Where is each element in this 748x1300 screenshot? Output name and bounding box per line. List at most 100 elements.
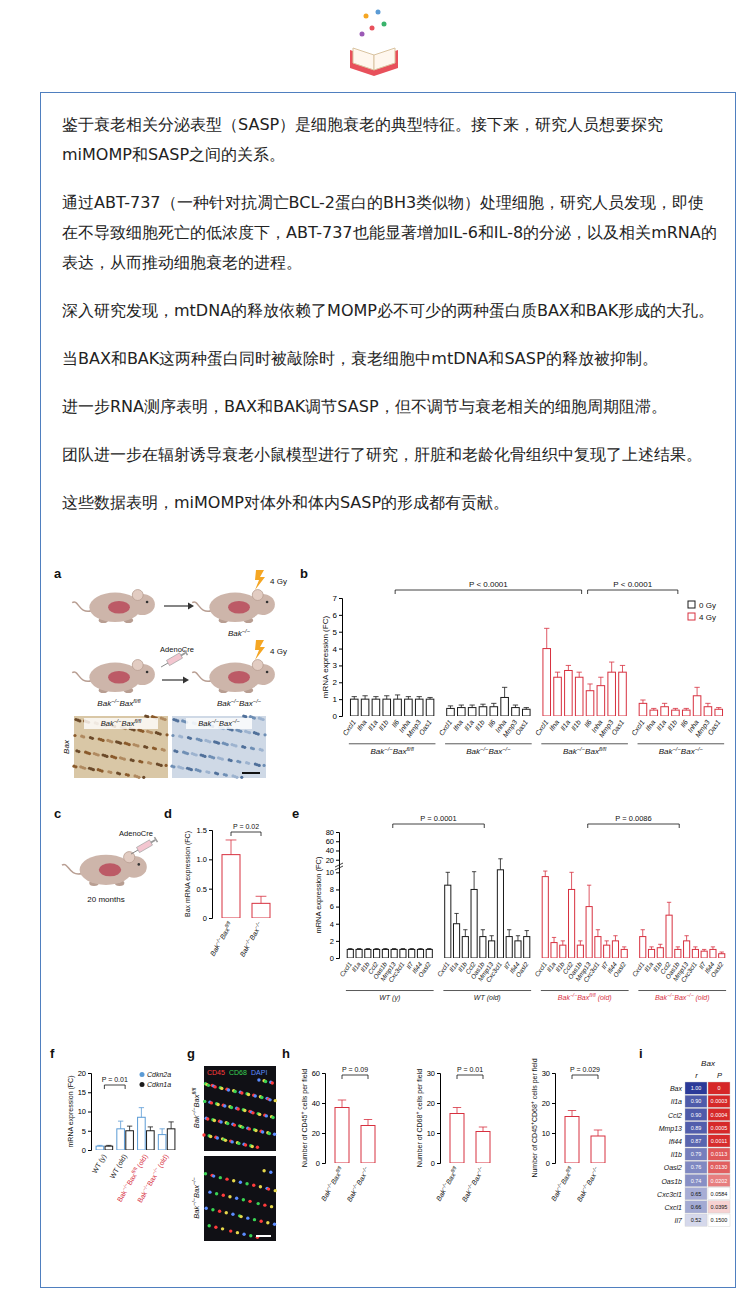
p-value: P = 0.01 (457, 1066, 483, 1073)
tick-label: 40 (312, 1099, 320, 1108)
circle-element (360, 32, 365, 37)
text-part: Oasl2 (514, 960, 530, 978)
texture-dot (254, 1129, 257, 1132)
text-part: 20 months (87, 895, 124, 904)
texture-dot (251, 1145, 254, 1148)
heat-cell (685, 1161, 707, 1173)
category-label: WT (old) (109, 1153, 129, 1180)
bar (554, 677, 562, 716)
bar (586, 691, 594, 716)
text-part: Bax (219, 926, 231, 940)
bar (586, 907, 592, 958)
heat-cell (708, 1148, 730, 1160)
texture-dot (253, 716, 256, 719)
tick-mark (322, 1103, 325, 1104)
texture-dot (265, 1114, 268, 1117)
panel-g: gBak−/−Baxfl/flBak−/−Bax−/−CD45CD68DAPI (187, 1046, 277, 1241)
texture-dot (235, 1197, 238, 1200)
tick-label: 4 (333, 645, 338, 654)
text-part: Cdkn2a (147, 1071, 171, 1078)
axis-title: Number of CD45+ cells per field (299, 1069, 309, 1167)
texture-dot (228, 1195, 231, 1198)
axis-line (552, 1074, 556, 1164)
text-part: Il1b (666, 718, 678, 731)
heat-cell (708, 1174, 730, 1186)
texture-dot (119, 742, 122, 745)
cell-label: 0.0005 (711, 1125, 728, 1131)
bar (577, 945, 583, 958)
bar (666, 915, 672, 958)
text-part: Il1b (671, 1151, 682, 1158)
text-part: 0.0005 (711, 1125, 728, 1131)
tick: 60 (326, 837, 339, 846)
text-part: Bax (577, 994, 590, 1001)
tick: 4 (333, 645, 342, 654)
heat-cell (708, 1122, 730, 1134)
tick: 80 (326, 828, 339, 837)
bar (692, 949, 698, 958)
texture-dot (233, 1090, 236, 1093)
text-part: Bak (116, 1189, 128, 1203)
error-bar (694, 687, 699, 695)
tick-label: 5 (333, 628, 338, 637)
text-part: mRNA expression (FC) (321, 616, 330, 699)
panel-b: b01234567mRNA expression (FC)Cxcl1IfnaIl… (300, 566, 724, 756)
text-part: Oasl2 (664, 1164, 682, 1171)
text-part: Bax (330, 1171, 342, 1185)
ellipse-element (228, 601, 250, 614)
error-bar (658, 944, 662, 947)
category-label: Il1a (463, 718, 475, 731)
tick-mark (336, 924, 339, 925)
texture-dot (216, 1103, 219, 1106)
legend-label: Cdkn2a (147, 1071, 171, 1078)
tick-mark (437, 1163, 440, 1164)
category-label: Il1a (655, 718, 667, 731)
texture-dot (118, 772, 121, 775)
texture-dot (232, 1179, 235, 1182)
axis-title: Number of CD45+CD68+ cells per field (529, 1058, 539, 1177)
text-part: 0 Gy (699, 601, 716, 610)
text-part: Bax (121, 719, 134, 728)
texture-dot (241, 1126, 244, 1129)
text-part: Bax mRNA expression (FC) (184, 831, 192, 917)
plot-area (450, 1108, 490, 1164)
tick-mark (339, 649, 342, 650)
texture-dot (256, 1202, 259, 1205)
texture-dot (224, 1139, 227, 1142)
text-part: −/− (253, 920, 262, 929)
axis-line (437, 1074, 441, 1164)
axis-line (336, 833, 340, 959)
error-bar (596, 930, 600, 937)
texture-dot (259, 1185, 262, 1188)
text-part: AdenoCre (160, 645, 194, 654)
texture-dot (190, 768, 193, 771)
circle-element (146, 671, 149, 674)
texture-dot (101, 739, 104, 742)
heat-cell (685, 1135, 707, 1147)
text-part: Il1a (655, 718, 667, 731)
texture-dot (252, 747, 255, 750)
error-bar (168, 1122, 173, 1129)
tick: 8 (330, 885, 339, 894)
text-part: Bax (470, 1172, 482, 1186)
tick-label: 1 (333, 695, 338, 704)
legend-label: Cdkn1a (147, 1081, 171, 1088)
texture-dot (186, 752, 189, 755)
scale-bar (256, 1235, 271, 1237)
error-bar (507, 930, 511, 937)
texture-dot (251, 1111, 254, 1114)
error-bar (417, 697, 422, 700)
plot-area (347, 859, 725, 958)
text-part: Ifi44 (669, 1138, 682, 1145)
mouse-icon (192, 590, 275, 624)
text-part: Ifna (644, 718, 656, 732)
tick: 40 (326, 846, 339, 855)
circle-element (266, 671, 269, 674)
axis-break (335, 863, 343, 870)
tick-mark (336, 850, 339, 851)
tick: 2 (333, 678, 342, 687)
panel-letter: h (282, 1046, 290, 1061)
bar (117, 1129, 125, 1150)
error-bar (481, 930, 485, 937)
paragraph: 当BAX和BAK这两种蛋白同时被敲除时，衰老细胞中mtDNA和SASP的释放被抑… (62, 344, 718, 374)
